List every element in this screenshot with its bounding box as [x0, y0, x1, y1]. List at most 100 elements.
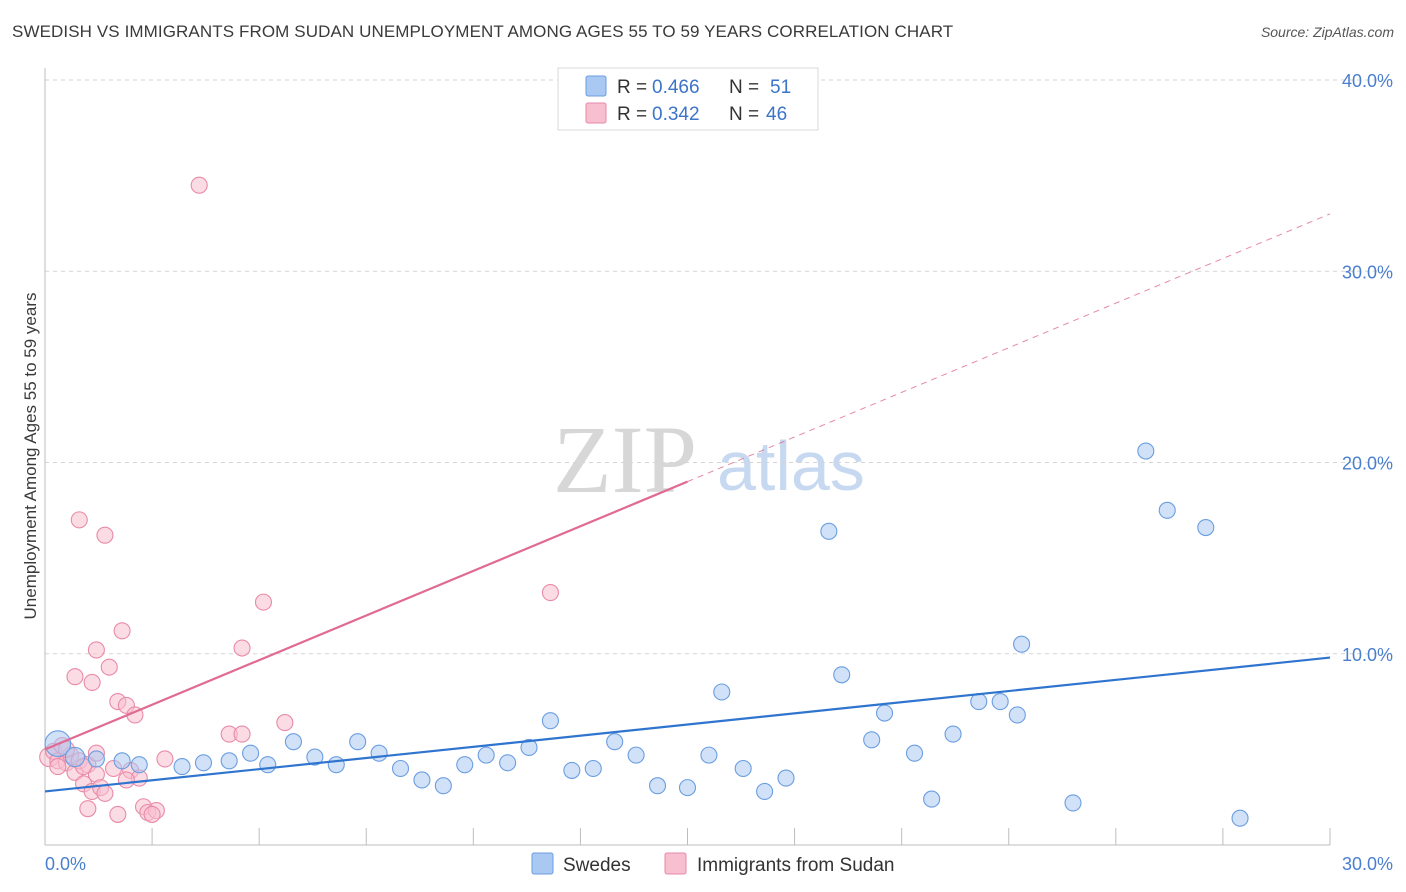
swedes-point	[777, 769, 795, 787]
x-tick-label-max: 30.0%	[1342, 854, 1393, 874]
watermark-atlas: atlas	[717, 427, 865, 505]
swedes-point	[113, 752, 131, 770]
swedes-point	[284, 733, 302, 751]
swedes-point	[991, 693, 1009, 711]
sudan-point	[117, 771, 135, 789]
swedes-point	[756, 782, 774, 801]
swedes-point	[456, 756, 474, 774]
swedes-point	[1231, 809, 1249, 827]
watermark-zip: ZIP	[553, 406, 697, 513]
sudan-point	[100, 658, 118, 676]
swedes-point	[1137, 442, 1155, 460]
sudan-point	[143, 805, 161, 823]
swedes-point	[130, 756, 148, 774]
legend-swatch-swedes	[585, 75, 607, 97]
swedes-point	[306, 748, 324, 766]
legend-swedes-n-label: N =	[729, 77, 759, 98]
swedes-point	[923, 790, 941, 808]
chart-title: SWEDISH VS IMMIGRANTS FROM SUDAN UNEMPLO…	[12, 22, 954, 41]
legend-swedes-r-value: 0.466	[652, 77, 700, 98]
sudan-point	[156, 750, 174, 768]
legend-bottom-swatch-swedes	[531, 852, 554, 875]
legend-bottom-sudan: Immigrants from Sudan	[697, 855, 894, 876]
swedes-point	[173, 758, 191, 776]
swedes-point	[1197, 518, 1215, 537]
swedes-point	[541, 712, 559, 730]
swedes-point	[606, 733, 624, 751]
swedes-point	[970, 693, 988, 711]
swedes-point	[820, 522, 838, 540]
swedes-point	[713, 683, 731, 701]
swedes-point	[259, 756, 277, 774]
swedes-point	[520, 738, 538, 757]
sudan-trend-line	[44, 480, 688, 751]
swedes-point	[905, 744, 924, 762]
sudan-trend-line-extension	[687, 213, 1331, 483]
sudan-point	[96, 784, 114, 802]
swedes-point	[1158, 501, 1176, 519]
legend-bottom: Swedes Immigrants from Sudan	[531, 852, 894, 876]
legend-sudan-r-label: R =	[617, 104, 647, 125]
legend-swedes-r-label: R =	[617, 77, 647, 98]
grid-lines	[45, 79, 1392, 655]
sudan-point	[190, 176, 208, 194]
sudan-point	[96, 526, 114, 544]
x-tick-label-min: 0.0%	[45, 854, 86, 874]
legend-bottom-swedes: Swedes	[563, 855, 631, 876]
swedes-point	[875, 704, 894, 722]
y-tick-label-20: 20.0%	[1342, 454, 1393, 474]
swedes-point	[627, 746, 645, 764]
sudan-point	[113, 622, 131, 640]
swedes-point	[648, 777, 667, 795]
swedes-point	[833, 666, 851, 684]
swedes-point	[194, 754, 213, 772]
swedes-point	[391, 759, 410, 778]
sudan-point	[79, 800, 97, 818]
y-axis-label: Unemployment Among Ages 55 to 59 years	[21, 293, 40, 620]
sudan-points	[39, 176, 559, 823]
sudan-point	[254, 593, 273, 611]
swedes-point	[87, 750, 105, 768]
legend-sudan-n-label: N =	[729, 104, 759, 125]
legend-swatch-sudan	[585, 102, 607, 124]
swedes-point	[1013, 635, 1031, 653]
chart-source: Source: ZipAtlas.com	[1260, 24, 1394, 40]
sudan-point	[541, 583, 559, 602]
y-tick-label-30: 30.0%	[1342, 262, 1393, 282]
sudan-point	[233, 639, 251, 657]
swedes-trend-line	[44, 656, 1331, 793]
swedes-point	[1064, 794, 1082, 812]
swedes-point	[734, 759, 752, 778]
axes	[44, 68, 1331, 846]
sudan-point	[87, 641, 105, 659]
swedes-point	[349, 733, 367, 751]
swedes-point	[944, 725, 962, 743]
legend-swedes-n-value: 51	[770, 77, 791, 98]
swedes-point	[700, 746, 718, 764]
sudan-point	[66, 668, 84, 686]
swedes-point	[863, 731, 881, 749]
legend-top: R = 0.466 N = 51 R = 0.342 N = 46	[557, 67, 819, 131]
swedes-point	[220, 752, 238, 770]
swedes-point	[678, 779, 697, 797]
y-tick-label-10: 10.0%	[1342, 645, 1393, 665]
legend-sudan-n-value: 46	[766, 104, 787, 125]
sudan-point	[233, 725, 251, 743]
swedes-point	[242, 744, 260, 762]
swedes-point	[563, 761, 581, 779]
swedes-point	[584, 759, 602, 778]
ticks: 10.0% 20.0% 30.0% 40.0% 0.0% 30.0%	[45, 71, 1393, 874]
y-tick-label-40: 40.0%	[1342, 71, 1393, 91]
swedes-point	[477, 746, 495, 764]
sudan-point	[109, 805, 127, 823]
sudan-point	[70, 511, 88, 529]
swedes-point	[1008, 706, 1026, 724]
sudan-point	[49, 758, 67, 776]
sudan-point	[276, 714, 294, 732]
swedes-point	[370, 744, 388, 762]
swedes-points	[44, 442, 1249, 827]
sudan-point	[83, 673, 101, 691]
swedes-point	[327, 756, 345, 774]
swedes-point	[434, 777, 452, 795]
